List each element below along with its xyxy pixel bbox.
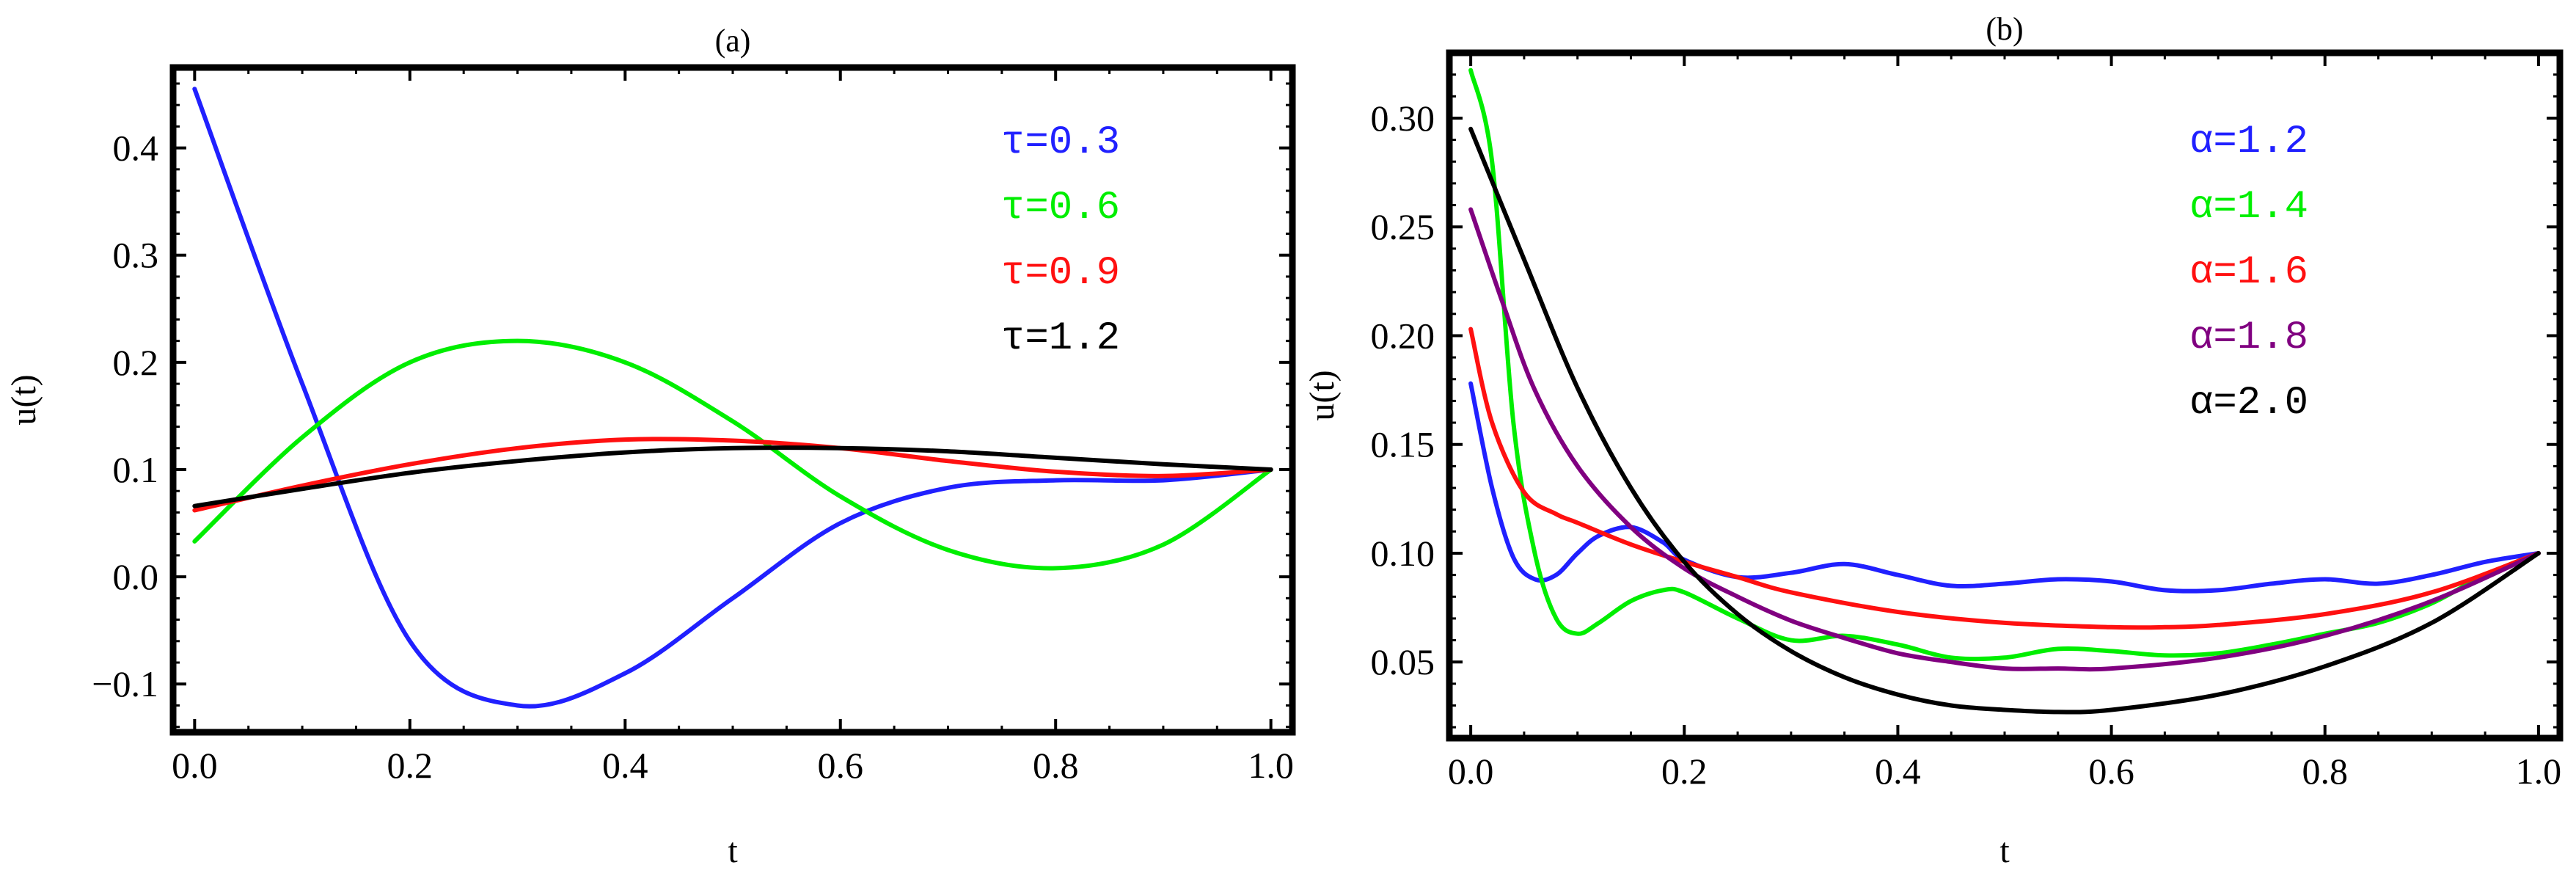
y-tick-label: 0.25 (1371, 206, 1435, 247)
y-tick-label: 0.20 (1371, 315, 1435, 356)
y-tick-label: 0.05 (1371, 641, 1435, 682)
x-tick-label: 0.0 (172, 745, 218, 786)
y-axis-label: u(t) (1303, 370, 1342, 420)
y-tick-label: 0.0 (113, 556, 159, 597)
chart-a: (a) 0.0 0.2 0.4 0.6 0.8 1.0 −0.1 0.0 0.1 0.2 0.3 0.4… (4, 23, 1296, 870)
series-line-4 (1468, 207, 2541, 672)
x-tick-label: 0.2 (1661, 751, 1708, 792)
x-tick-label: 0.4 (602, 745, 648, 786)
legend-entry: α=1.4 (2189, 185, 2308, 230)
legend-entry: α=1.2 (2189, 120, 2308, 164)
y-tick-label: 0.2 (113, 342, 159, 383)
y-tick-label: 0.15 (1371, 424, 1435, 465)
series-line-3 (1468, 327, 2541, 630)
x-tick-label: 0.8 (2302, 751, 2348, 792)
legend-entry: τ=0.6 (1001, 186, 1120, 230)
series-line-1 (192, 87, 1273, 709)
y-axis-label: u(t) (4, 374, 43, 425)
x-tick-label: 0.4 (1875, 751, 1921, 792)
x-tick-label: 0.6 (2088, 751, 2134, 792)
plot-frame (169, 64, 1296, 736)
x-tick-label: 1.0 (1248, 745, 1294, 786)
legend-entry: α=1.6 (2189, 250, 2308, 295)
chart-title: (a) (715, 23, 751, 59)
series-line-1 (1468, 381, 2541, 594)
series-line-3 (192, 437, 1273, 513)
plot-frame (1446, 49, 2564, 742)
x-axis-label: t (728, 831, 738, 870)
series-line-2 (1468, 68, 2541, 662)
chart-b: (b) 0.0 0.2 0.4 0.6 0.8 1.0 0.05 0.10 0.15 0.20 0.2… (1303, 11, 2564, 870)
x-tick-label: 0.6 (817, 745, 863, 786)
y-tick-label: 0.4 (113, 128, 159, 169)
y-tick-label: 0.3 (113, 235, 159, 276)
y-tick-label: 0.10 (1371, 533, 1435, 574)
legend-entry: τ=1.2 (1001, 316, 1120, 361)
legend-entry: τ=0.3 (1001, 120, 1120, 165)
y-tick-label: −0.1 (92, 663, 158, 704)
y-tick-label: 0.30 (1371, 98, 1435, 139)
x-tick-label: 0.8 (1033, 745, 1079, 786)
x-tick-label: 0.2 (387, 745, 433, 786)
x-axis-label: t (1999, 831, 2010, 870)
x-tick-label: 0.0 (1448, 751, 1494, 792)
series-line-4 (192, 445, 1273, 508)
x-tick-label: 1.0 (2516, 751, 2562, 792)
legend-entry: τ=0.9 (1001, 251, 1120, 296)
chart-title: (b) (1986, 11, 2023, 47)
legend-entry: α=1.8 (2189, 316, 2308, 360)
legend-entry: α=2.0 (2189, 381, 2308, 426)
y-tick-label: 0.1 (113, 449, 159, 490)
series-line-5 (1468, 126, 2541, 715)
series-line-2 (192, 338, 1273, 571)
